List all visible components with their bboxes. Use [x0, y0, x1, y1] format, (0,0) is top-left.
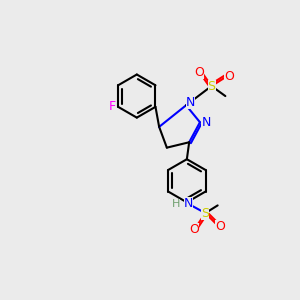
Text: O: O — [189, 223, 199, 236]
Text: N: N — [184, 197, 193, 210]
Text: O: O — [194, 67, 204, 80]
Text: N: N — [186, 96, 195, 109]
Text: S: S — [201, 207, 209, 220]
Text: H: H — [172, 199, 180, 209]
Text: F: F — [108, 100, 116, 113]
Text: O: O — [224, 70, 234, 83]
Text: N: N — [201, 116, 211, 129]
Text: O: O — [215, 220, 225, 233]
Text: S: S — [208, 80, 215, 92]
